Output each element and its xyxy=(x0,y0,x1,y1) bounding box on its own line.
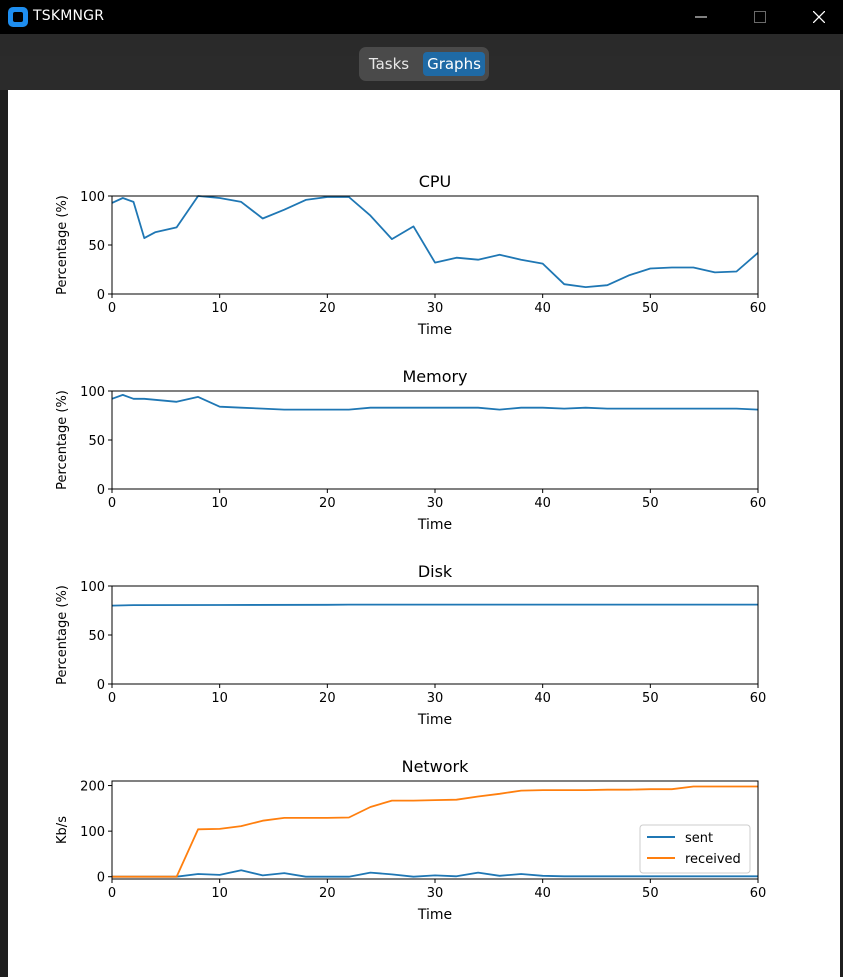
x-tick-label: 60 xyxy=(750,886,767,901)
x-tick-label: 20 xyxy=(319,691,336,706)
x-tick-label: 0 xyxy=(108,886,116,901)
y-axis-label: Percentage (%) xyxy=(55,390,70,490)
graphs-panel: CPU 0 10 20 30 40 50 60 0 50 100 Time Percentage (%)… xyxy=(8,90,840,977)
series-line xyxy=(111,393,759,411)
axes-frame xyxy=(111,195,759,295)
y-tick-label: 0 xyxy=(97,288,105,303)
legend: sent received xyxy=(639,824,751,874)
x-tick-label: 40 xyxy=(534,886,551,901)
view-switcher: Tasks Graphs xyxy=(359,47,489,81)
tab-tasks[interactable]: Tasks xyxy=(368,55,410,73)
chart-title: Memory xyxy=(402,367,467,386)
x-axis-label: Time xyxy=(417,712,452,728)
chart-disk: Disk 0 10 20 30 40 50 60 0 50 100 Time Percentage (%… xyxy=(55,562,766,728)
title-bar: TSKMNGR xyxy=(0,0,843,34)
y-tick-label: 100 xyxy=(80,580,105,595)
x-tick-label: 10 xyxy=(211,496,228,511)
tab-graphs[interactable]: Graphs xyxy=(423,52,485,76)
x-tick-label: 60 xyxy=(750,691,767,706)
x-tick-label: 50 xyxy=(642,886,659,901)
y-tick-label: 0 xyxy=(97,678,105,693)
x-axis-label: Time xyxy=(417,322,452,338)
x-tick-label: 50 xyxy=(642,496,659,511)
legend-label-sent: sent xyxy=(685,831,713,846)
axes-frame xyxy=(111,585,759,685)
series-line xyxy=(111,603,758,607)
x-tick-label: 60 xyxy=(750,301,767,316)
chart-memory: Memory 0 10 20 30 40 50 60 0 50 100 Time Percentage … xyxy=(55,367,766,533)
close-button[interactable] xyxy=(790,0,843,34)
x-tick-label: 30 xyxy=(427,301,444,316)
legend-label-received: received xyxy=(685,852,741,867)
close-icon xyxy=(813,11,825,23)
y-axis-label: Percentage (%) xyxy=(55,585,70,685)
x-tick-label: 20 xyxy=(319,301,336,316)
chart-cpu: CPU 0 10 20 30 40 50 60 0 50 100 Time Percentage (%) xyxy=(55,172,766,338)
x-tick-label: 60 xyxy=(750,496,767,511)
x-tick-label: 10 xyxy=(211,886,228,901)
y-tick-label: 50 xyxy=(88,239,105,254)
x-tick-label: 20 xyxy=(319,496,336,511)
chart-title: Disk xyxy=(418,562,453,581)
menu-strip xyxy=(0,34,843,56)
x-tick-label: 0 xyxy=(108,496,116,511)
y-axis-label: Kb/s xyxy=(55,816,70,844)
x-tick-label: 40 xyxy=(534,301,551,316)
series-line xyxy=(111,195,759,289)
chart-network: Network 0 10 20 30 40 50 60 0 100 200 Time Kb/s sent r… xyxy=(55,757,766,923)
series-line-sent xyxy=(112,869,758,878)
x-tick-label: 0 xyxy=(108,691,116,706)
x-tick-label: 0 xyxy=(108,301,116,316)
x-tick-label: 10 xyxy=(211,301,228,316)
maximize-button[interactable] xyxy=(731,0,789,34)
x-tick-label: 20 xyxy=(319,886,336,901)
x-axis-label: Time xyxy=(417,517,452,533)
series-line-received xyxy=(112,785,758,878)
x-tick-label: 40 xyxy=(534,691,551,706)
y-tick-label: 50 xyxy=(88,434,105,449)
x-tick-label: 50 xyxy=(642,301,659,316)
minimize-button[interactable] xyxy=(672,0,730,34)
y-tick-label: 100 xyxy=(80,825,105,840)
x-tick-label: 30 xyxy=(427,496,444,511)
x-tick-label: 30 xyxy=(427,886,444,901)
y-tick-label: 0 xyxy=(97,871,105,886)
y-tick-label: 100 xyxy=(80,190,105,205)
x-axis-label: Time xyxy=(417,907,452,923)
window-title: TSKMNGR xyxy=(33,8,105,24)
minimize-icon xyxy=(695,16,707,18)
x-tick-label: 30 xyxy=(427,691,444,706)
x-tick-label: 50 xyxy=(642,691,659,706)
y-tick-label: 50 xyxy=(88,629,105,644)
chart-title: CPU xyxy=(419,172,452,191)
y-tick-label: 100 xyxy=(80,385,105,400)
y-tick-label: 200 xyxy=(80,780,105,795)
x-tick-label: 10 xyxy=(211,691,228,706)
y-tick-label: 0 xyxy=(97,483,105,498)
app-icon xyxy=(8,7,28,27)
maximize-icon xyxy=(754,11,766,23)
x-tick-label: 40 xyxy=(534,496,551,511)
y-axis-label: Percentage (%) xyxy=(55,195,70,295)
chart-title: Network xyxy=(402,757,470,776)
axes-frame xyxy=(111,390,759,490)
